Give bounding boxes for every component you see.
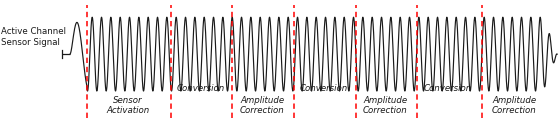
- Text: Conversion: Conversion: [176, 84, 225, 93]
- Text: Conversion: Conversion: [300, 84, 348, 93]
- Text: Amplitude
Correction: Amplitude Correction: [363, 96, 408, 115]
- Text: Sensor
Activation: Sensor Activation: [106, 96, 150, 115]
- Text: Amplitude
Correction: Amplitude Correction: [240, 96, 284, 115]
- Text: Amplitude
Correction: Amplitude Correction: [492, 96, 536, 115]
- Text: Conversion: Conversion: [424, 84, 472, 93]
- Text: Active Channel
Sensor Signal: Active Channel Sensor Signal: [1, 27, 66, 47]
